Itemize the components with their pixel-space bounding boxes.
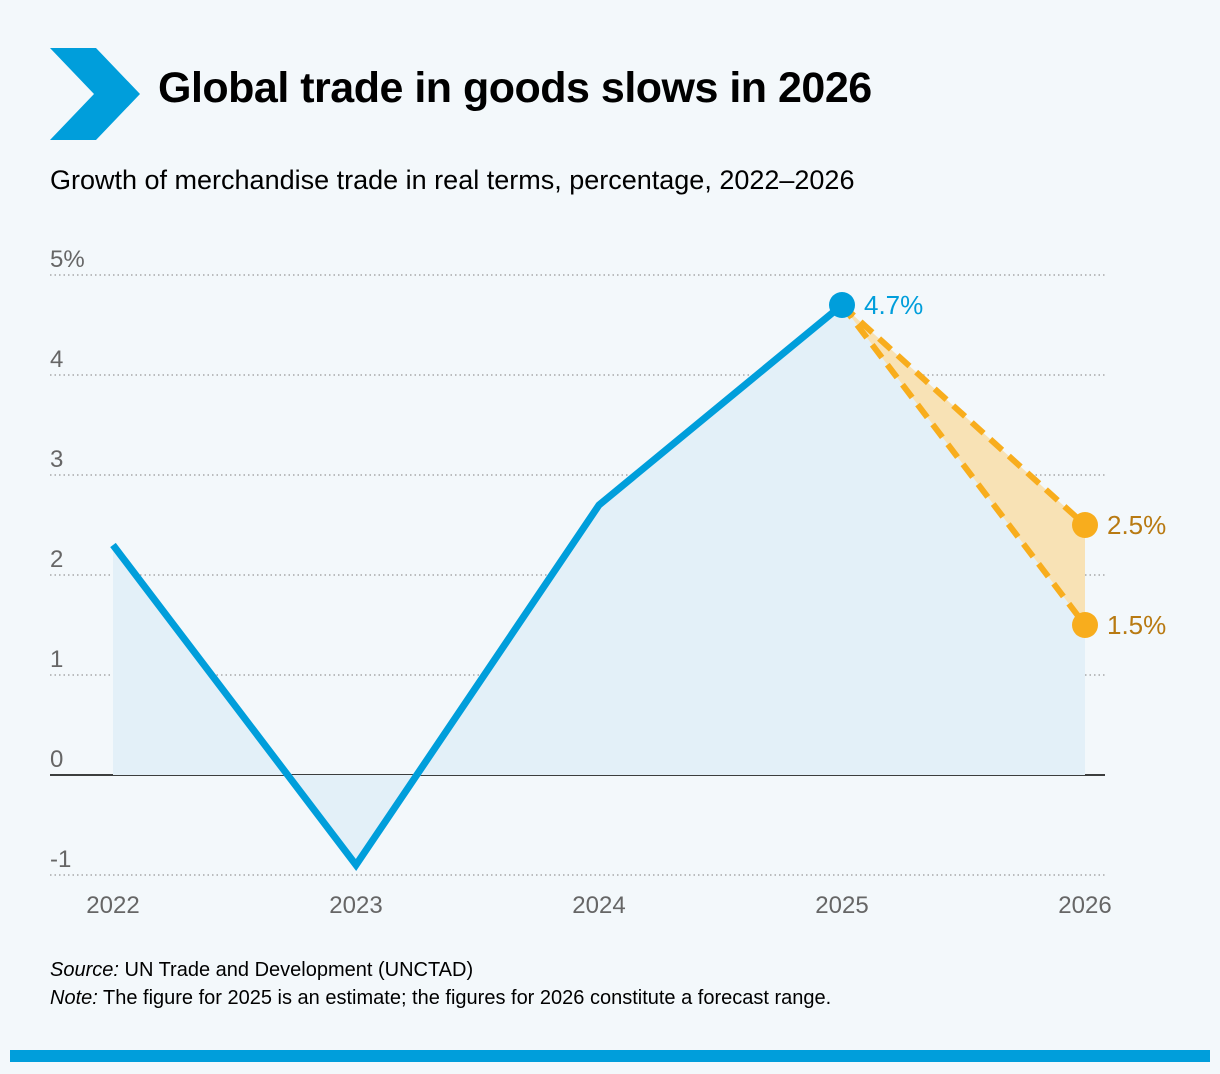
chart-header: Global trade in goods slows in 2026 [0,0,1220,140]
data-label: 1.5% [1107,610,1166,640]
data-point-2025 [829,292,855,318]
note-text: The figure for 2025 is an estimate; the … [97,987,832,1009]
data-points [829,292,1098,638]
data-point-2026-high [1072,512,1098,538]
source-text: UN Trade and Development (UNCTAD) [118,959,474,981]
x-tick-label: 2023 [329,892,382,919]
footnotes: Source: UN Trade and Development (UNCTAD… [50,956,831,1012]
series-line [110,302,845,872]
note-line: Note: The figure for 2025 is an estimate… [50,984,831,1012]
labels: 5% 4 3 2 1 0 -1 2022 2023 2024 2025 2026 4.7% 2.5% 1.5… [50,246,1166,919]
area-under-line [113,305,1085,865]
chart-title: Global trade in goods slows in 2026 [158,64,872,112]
x-tick-label: 2024 [572,892,625,919]
x-tick-label: 2025 [815,892,868,919]
data-label: 4.7% [864,290,923,320]
data-point-2026-low [1072,612,1098,638]
chart-subtitle: Growth of merchandise trade in real term… [50,165,855,195]
source-line: Source: UN Trade and Development (UNCTAD… [50,956,831,984]
bottom-accent-bar [10,1050,1210,1062]
y-tick-label: 0 [50,746,63,773]
y-tick-label: 1 [50,646,63,673]
source-label: Source: [50,959,119,981]
y-tick-label: 4 [50,346,63,373]
chevron-right-icon [50,48,140,140]
x-tick-label: 2022 [86,892,139,919]
data-label: 2.5% [1107,510,1166,540]
forecast-high-line [839,302,1088,528]
series-lines [110,302,1088,872]
x-tick-label: 2026 [1058,892,1111,919]
y-tick-label: 3 [50,446,63,473]
y-tick-label: 5% [50,246,85,273]
y-tick-label: 2 [50,546,63,573]
note-label: Note: [50,987,98,1009]
y-tick-label: -1 [50,846,71,873]
forecast-low-line [839,303,1088,627]
